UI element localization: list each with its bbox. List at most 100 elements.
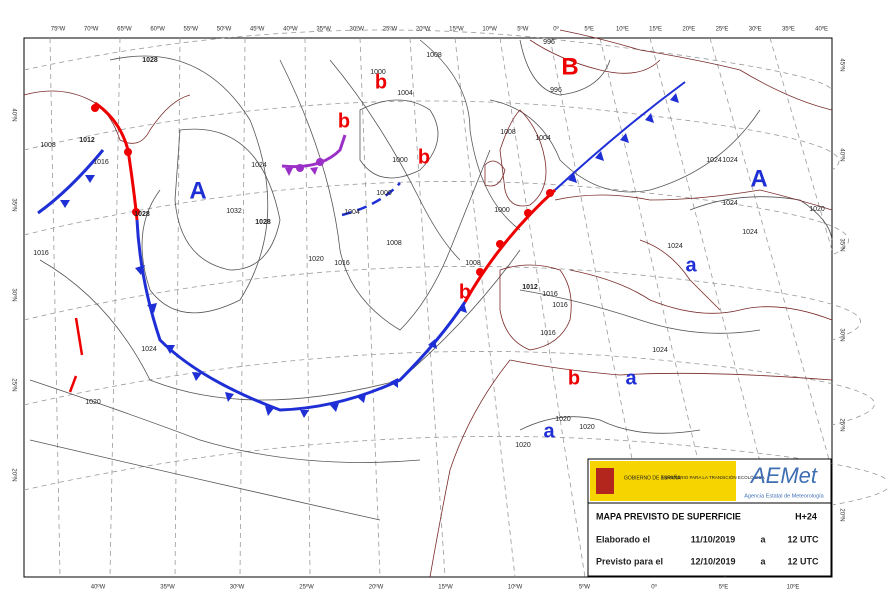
- lon-label: 70ºW: [84, 26, 99, 33]
- isobar-label: 1028: [142, 57, 158, 64]
- lon-label: 30ºE: [749, 26, 762, 33]
- lon-label: 25ºW: [299, 584, 314, 591]
- isobars: [29, 39, 833, 521]
- isobar-label: 1024: [706, 157, 722, 164]
- lon-label: 10ºE: [787, 584, 800, 591]
- lon-label: 75ºW: [51, 26, 66, 33]
- lat-label: 35ºN: [10, 198, 17, 211]
- labels: 75ºW 70ºW 65ºW 60ºW 55ºW 50ºW 45ºW 40ºW 35ºW 30ºW…: [10, 26, 845, 591]
- isobar-label: 1000: [392, 157, 408, 164]
- graticule: [23, 29, 888, 578]
- isobar-label: 1000: [494, 207, 510, 214]
- isobar-label: 1028: [134, 211, 150, 218]
- isobar-label: 1032: [226, 208, 242, 215]
- lat-label: 30ºN: [10, 288, 17, 301]
- map-title: MAPA PREVISTO DE SUPERFICIE: [596, 511, 741, 521]
- isobar-label: 1016: [33, 250, 49, 257]
- lon-label: 20ºW: [369, 584, 384, 591]
- isobar-label: 1020: [579, 424, 595, 431]
- fronts: [37, 81, 686, 418]
- isobar-label: 1024: [251, 162, 267, 169]
- isobar-label: 1016: [93, 159, 109, 166]
- lat-label: 40ºN: [838, 148, 845, 161]
- lon-label: 35ºE: [782, 26, 795, 33]
- cold-front: [554, 81, 686, 191]
- lon-label: 65ºW: [117, 26, 132, 33]
- lon-label: 40ºW: [283, 26, 298, 33]
- isobar-label: 1028: [255, 219, 271, 226]
- lon-label: 15ºW: [449, 26, 464, 33]
- isobar-label: 1024: [141, 346, 157, 353]
- isobar-label: 1008: [386, 240, 402, 247]
- isobar-label: 1008: [500, 129, 516, 136]
- pressure-center: b: [375, 71, 387, 93]
- lon-label: 55ºW: [184, 26, 199, 33]
- info-cell: 12 UTC: [787, 534, 819, 544]
- pressure-center: b: [459, 281, 471, 303]
- isobar-label: 1008: [465, 260, 481, 267]
- isobar-label: 1004: [535, 135, 551, 142]
- lon-label: 10ºE: [616, 26, 629, 33]
- lon-label: 5ºE: [719, 584, 729, 591]
- lat-label: 45ºN: [838, 58, 845, 71]
- isobar-label: 1008: [40, 142, 56, 149]
- isobar-label: 1000: [370, 69, 386, 76]
- pressure-center: A: [189, 177, 206, 204]
- info-cell: a: [760, 534, 766, 544]
- warm-front: [463, 188, 557, 303]
- isobar-label: 1016: [552, 302, 568, 309]
- logo: AEMet: [749, 463, 818, 488]
- lon-label: 0º: [553, 26, 559, 33]
- isobar-label: 1020: [809, 206, 825, 213]
- isobar-label: 1004: [344, 209, 360, 216]
- isobar-label: 1016: [542, 291, 558, 298]
- lon-label: 5ºW: [517, 26, 529, 33]
- isobar-label: 1024: [722, 157, 738, 164]
- info-cell: 12/10/2019: [690, 556, 735, 566]
- isobar-label: 996: [543, 39, 555, 46]
- isobar-label: 1016: [540, 330, 556, 337]
- isobar-label: 1016: [334, 260, 350, 267]
- lat-label: 20ºN: [838, 508, 845, 521]
- lead-time: H+24: [795, 511, 817, 521]
- lon-label: 30ºW: [230, 584, 245, 591]
- pressure-center: a: [625, 367, 637, 389]
- isobar-label: 1012: [79, 137, 95, 144]
- lat-label: 25ºN: [10, 378, 17, 391]
- lon-label: 50ºW: [217, 26, 232, 33]
- coat-of-arms: [596, 468, 614, 494]
- lat-label: 30ºN: [838, 328, 845, 341]
- lon-label: 40ºE: [815, 26, 828, 33]
- front-dissipating: [68, 317, 84, 393]
- lon-label: 10ºW: [508, 584, 523, 591]
- government: GOBIERNO DE ESPAÑA: [624, 474, 681, 481]
- pressure-center: a: [543, 420, 555, 442]
- cold-front: [135, 219, 467, 412]
- ministry-banner: [590, 461, 736, 501]
- lat-label: 35ºN: [838, 238, 845, 251]
- isobar-label: 1020: [555, 416, 571, 423]
- isobar-label: 1000: [376, 190, 392, 197]
- lon-label: 60ºW: [150, 26, 165, 33]
- isobar-label: 1012: [522, 284, 538, 291]
- lon-label: 40ºW: [91, 584, 106, 591]
- info-cell: 11/10/2019: [691, 534, 736, 544]
- pressure-center: b: [338, 110, 350, 132]
- cold-front: [37, 149, 105, 215]
- isobar-label: 996: [550, 87, 562, 94]
- lon-label: 20ºE: [682, 26, 695, 33]
- info-cell: a: [760, 556, 766, 566]
- lat-label: 25ºN: [838, 418, 845, 431]
- lon-label: 25ºE: [716, 26, 729, 33]
- lon-label: 35ºW: [316, 26, 331, 33]
- lon-label: 30ºW: [350, 26, 365, 33]
- lon-label: 10ºW: [482, 26, 497, 33]
- lon-label: 35ºW: [160, 584, 175, 591]
- lon-label: 20ºW: [416, 26, 431, 33]
- lon-label: 15ºW: [438, 584, 453, 591]
- isobar-label: 1024: [722, 200, 738, 207]
- info-box: [587, 458, 832, 577]
- lat-label: 40ºN: [10, 108, 17, 121]
- isobar-label: 1024: [667, 243, 683, 250]
